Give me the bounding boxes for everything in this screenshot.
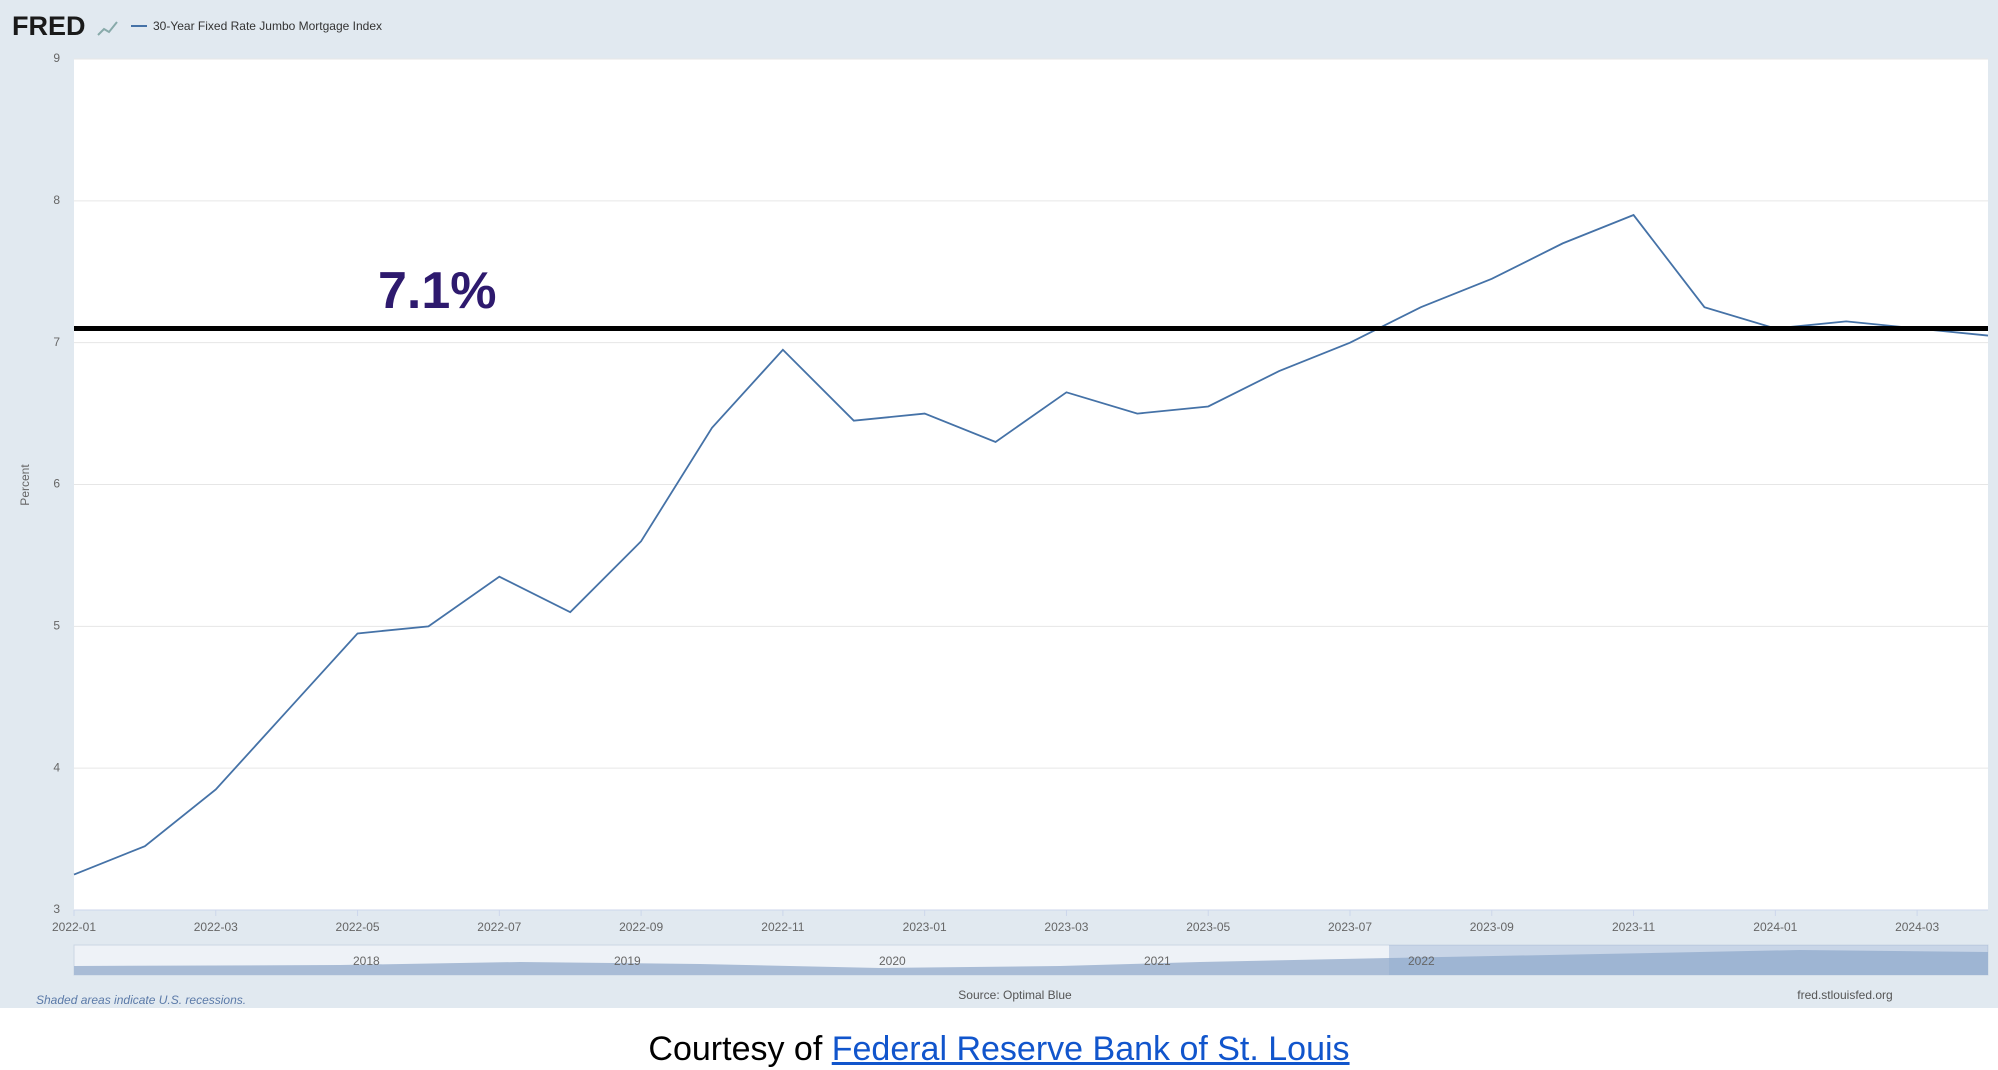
y-tick-label: 9 [53,51,60,65]
brand-icon [97,21,118,36]
y-tick-label: 8 [53,193,60,207]
x-tick-label: 2023-05 [1186,920,1230,934]
x-tick-label: 2023-07 [1328,920,1372,934]
caption-text: Courtesy of [648,1030,823,1068]
x-tick-label: 2022-11 [761,920,804,934]
x-tick-label: 2022-03 [194,920,238,934]
navigator-label: 2018 [353,954,380,968]
x-tick-label: 2022-05 [336,920,380,934]
caption: Courtesy of Federal Reserve Bank of St. … [0,1030,1998,1069]
navigator-label: 2019 [614,954,641,968]
x-tick-label: 2024-01 [1753,920,1797,934]
navigator-area [74,950,1988,975]
y-tick-label: 5 [53,619,60,633]
source: Source: Optimal Blue [958,988,1072,1002]
y-tick-label: 6 [53,477,60,491]
caption-link[interactable]: Federal Reserve Bank of St. Louis [831,1030,1350,1068]
x-tick-label: 2022-01 [52,920,96,934]
x-tick-label: 2024-03 [1895,920,1939,934]
navigator-label: 2022 [1408,954,1435,968]
y-tick-label: 3 [53,902,60,916]
y-tick-label: 4 [53,760,60,774]
navigator-label: 2021 [1144,954,1171,968]
y-axis-label: Percent [18,464,32,506]
site: fred.stlouisfed.org [1797,988,1892,1002]
x-tick-label: 2022-07 [477,920,521,934]
x-tick-label: 2023-01 [903,920,947,934]
x-tick-label: 2022-09 [619,920,663,934]
x-tick-label: 2023-11 [1612,920,1655,934]
navigator-label: 2020 [879,954,906,968]
x-tick-label: 2023-03 [1044,920,1088,934]
x-tick-label: 2023-09 [1470,920,1514,934]
brand: FRED [12,11,86,41]
y-tick-label: 7 [53,335,60,349]
chart: FRED 30-Year Fixed Rate Jumbo Mortgage I… [0,0,1998,1008]
navigator-selection [1389,945,1988,975]
series-line [73,213,1989,876]
annotation-label: 7.1% [378,262,497,320]
legend-label: 30-Year Fixed Rate Jumbo Mortgage Index [153,19,382,33]
footer-note: Shaded areas indicate U.S. recessions. [36,993,246,1007]
